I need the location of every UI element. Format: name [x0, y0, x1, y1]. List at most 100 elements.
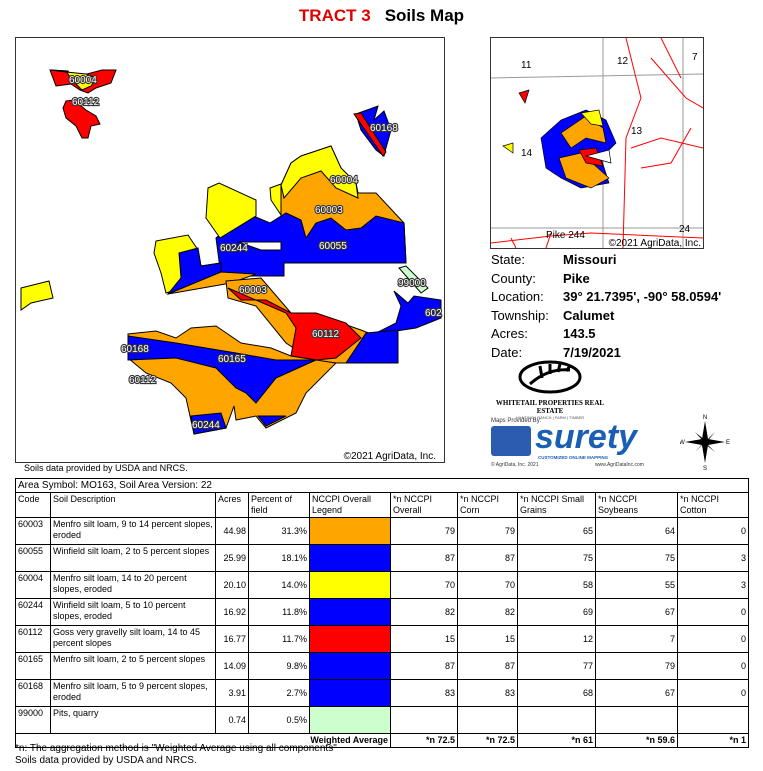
inset-map[interactable]: 11 12 7 13 14 24 Pike 244 ©2021 AgriData… [490, 37, 704, 249]
whitetail-logo: WHITETAIL PROPERTIES REAL ESTATE HUNTING… [485, 360, 615, 420]
map-label: 60112 [129, 375, 157, 386]
table-row: 60244 Winfield silt loam, 5 to 10 percent… [15, 598, 749, 626]
area-symbol: Area Symbol: MO163, Soil Area Version: 2… [15, 478, 749, 493]
cell-acres: 14.09 [215, 652, 249, 680]
cell-pct: 9.8% [248, 652, 310, 680]
soils-table: Area Symbol: MO163, Soil Area Version: 2… [15, 478, 749, 748]
cell-code: 60244 [15, 598, 51, 626]
source-note: Soils data provided by USDA and NRCS. [24, 463, 188, 473]
cell-corn: 79 [457, 517, 518, 545]
cell-desc: Menfro silt loam, 14 to 20 percent slope… [50, 571, 216, 599]
cell-code: 60165 [15, 652, 51, 680]
cell-pct: 31.3% [248, 517, 310, 545]
info-date: Date: 7/19/2021 [491, 344, 621, 360]
cell-corn: 82 [457, 598, 518, 626]
weighted-average-row: Weighted Average *n 72.5 *n 72.5 *n 61 *… [15, 733, 749, 748]
map-label: 60165 [218, 354, 246, 365]
section-label: 13 [631, 126, 643, 137]
cell-overall: 15 [390, 625, 458, 653]
legend-swatch [309, 571, 391, 599]
cell-overall: 70 [390, 571, 458, 599]
cell-small [517, 706, 596, 734]
legend-swatch [309, 517, 391, 545]
tract-label: TRACT 3 [298, 6, 371, 25]
info-township: Township: Calumet [491, 307, 615, 323]
cell-acres: 25.99 [215, 544, 249, 572]
compass-rose-icon: N S E W [679, 413, 730, 472]
cell-small: 75 [517, 544, 596, 572]
info-county: County: Pike [491, 270, 590, 286]
cell-corn: 87 [457, 544, 518, 572]
map-label: 99000 [398, 278, 426, 289]
cell-soy [595, 706, 678, 734]
map-labels: 60004 60112 60168 60004 60003 60244 6005… [68, 74, 443, 432]
map-label: 60055 [319, 241, 347, 252]
map-label: 602 [425, 308, 442, 319]
map-label: 60004 [330, 175, 358, 186]
svg-text:S: S [703, 466, 707, 471]
legend-swatch [309, 652, 391, 680]
cell-cotton: 0 [677, 679, 749, 707]
table-row: 60055 Winfield silt loam, 2 to 5 percent … [15, 544, 749, 572]
cell-desc: Winfield silt loam, 2 to 5 percent slope… [50, 544, 216, 572]
table-row: 99000 Pits, quarry 0.74 0.5% [15, 706, 749, 734]
cell-acres: 20.10 [215, 571, 249, 599]
cell-soy: 7 [595, 625, 678, 653]
cell-soy: 55 [595, 571, 678, 599]
cell-desc: Pits, quarry [50, 706, 216, 734]
soil-polygons [20, 69, 442, 435]
section-label: 7 [692, 52, 698, 63]
info-acres: Acres: 143.5 [491, 326, 596, 341]
cell-corn [457, 706, 518, 734]
cell-desc: Goss very gravelly silt loam, 14 to 45 p… [50, 625, 216, 653]
cell-soy: 67 [595, 679, 678, 707]
cell-desc: Menfro silt loam, 9 to 14 percent slopes… [50, 517, 216, 545]
page-title: TRACT 3 Soils Map [0, 6, 763, 26]
cell-soy: 75 [595, 544, 678, 572]
cell-code: 60168 [15, 679, 51, 707]
cell-code: 60004 [15, 571, 51, 599]
table-header: Code Soil Description Acres Percent of f… [15, 492, 749, 518]
globe-icon [491, 426, 531, 456]
section-label: 12 [617, 56, 629, 67]
map-label: 60112 [312, 329, 340, 340]
cell-code: 60112 [15, 625, 51, 653]
cell-small: 65 [517, 517, 596, 545]
cell-desc: Menfro silt loam, 5 to 9 percent slopes,… [50, 679, 216, 707]
cell-cotton: 3 [677, 544, 749, 572]
inset-copyright: ©2021 AgriData, Inc. [609, 238, 701, 248]
section-label: 24 [679, 224, 691, 235]
cell-acres: 16.77 [215, 625, 249, 653]
cell-code: 60055 [15, 544, 51, 572]
cell-cotton: 0 [677, 625, 749, 653]
cell-overall: 87 [390, 652, 458, 680]
map-title: Soils Map [384, 6, 465, 25]
cell-overall: 83 [390, 679, 458, 707]
cell-desc: Menfro silt loam, 2 to 5 percent slopes [50, 652, 216, 680]
cell-overall [390, 706, 458, 734]
cell-acres: 0.74 [215, 706, 249, 734]
cell-cotton: 0 [677, 652, 749, 680]
svg-text:N: N [703, 415, 707, 421]
map-label: 60003 [239, 285, 267, 296]
section-label: 14 [521, 148, 533, 159]
cell-cotton: 0 [677, 517, 749, 545]
cell-overall: 79 [390, 517, 458, 545]
cell-cotton: 0 [677, 598, 749, 626]
table-row: 60003 Menfro silt loam, 9 to 14 percent s… [15, 517, 749, 545]
map-label: 60168 [121, 344, 149, 355]
section-label: 11 [521, 60, 532, 71]
cell-code: 60003 [15, 517, 51, 545]
cell-corn: 70 [457, 571, 518, 599]
antler-icon [518, 360, 582, 394]
cell-soy: 64 [595, 517, 678, 545]
cell-code: 99000 [15, 706, 51, 734]
map-label: 60112 [72, 97, 100, 108]
table-row: 60165 Menfro silt loam, 2 to 5 percent sl… [15, 652, 749, 680]
cell-small: 58 [517, 571, 596, 599]
soils-map[interactable]: 60004 60112 60168 60004 60003 60244 6005… [15, 37, 445, 463]
info-panel: State: Missouri County: Pike Location: 39° … [491, 251, 721, 362]
road-lines [491, 38, 703, 248]
cell-small: 68 [517, 679, 596, 707]
cell-corn: 87 [457, 652, 518, 680]
